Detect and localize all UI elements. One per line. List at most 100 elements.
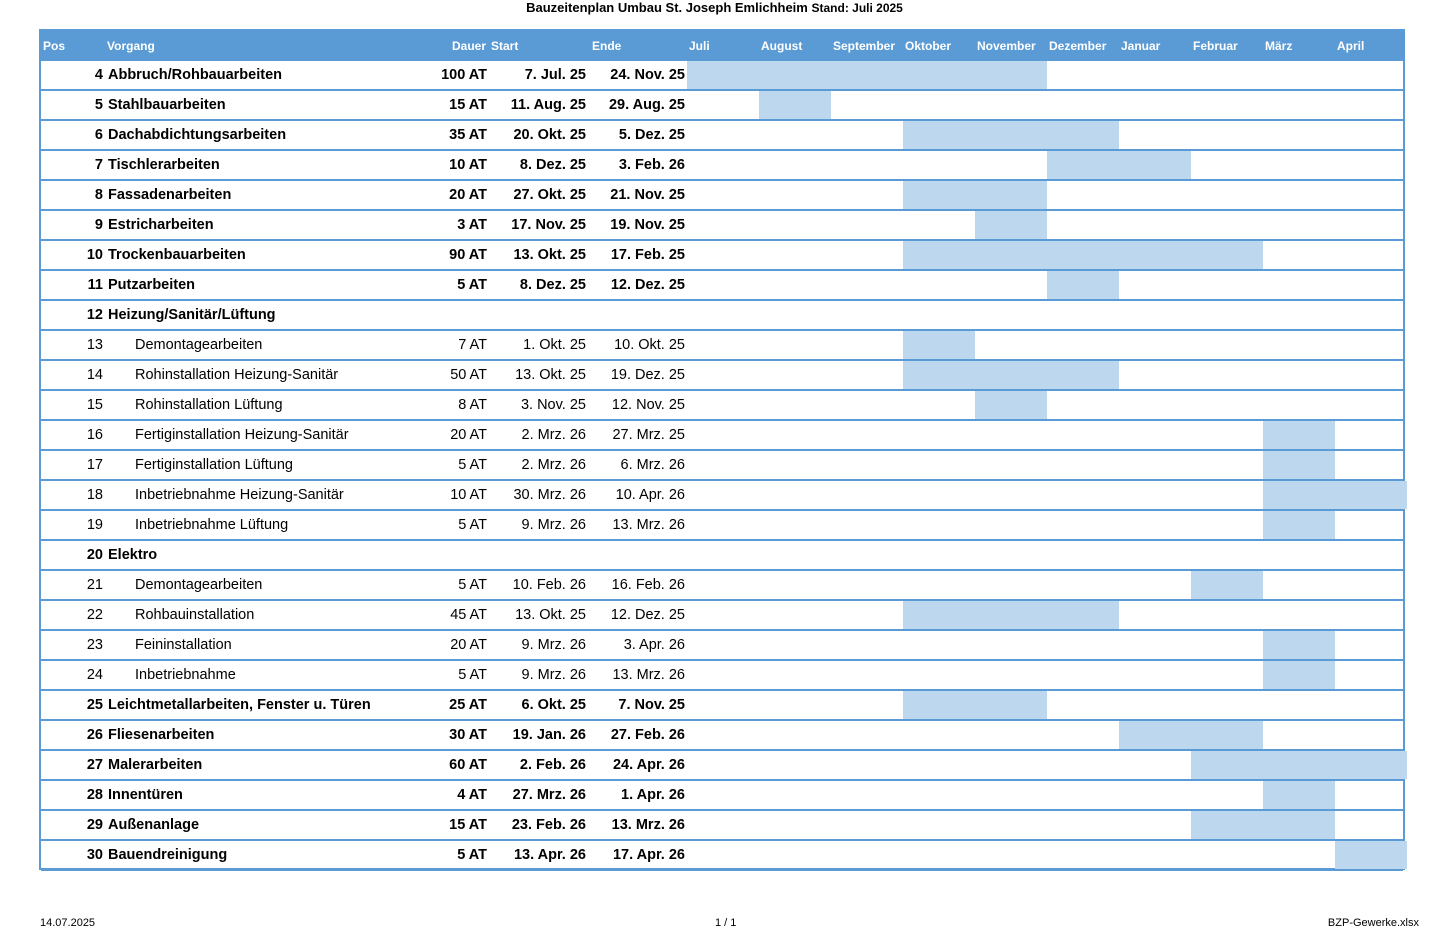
task-name: Inbetriebnahme Lüftung — [135, 517, 289, 533]
task-start: 1. Okt. 25 — [523, 337, 586, 353]
task-pos: 16 — [86, 427, 103, 443]
task-pos: 30 — [86, 847, 103, 863]
gantt-bar — [975, 391, 1047, 419]
footer-date: 14.07.2025 — [40, 917, 96, 929]
task-ende: 24. Apr. 26 — [612, 757, 685, 773]
table-row: 8 Fassadenarbeiten 20 AT 27. Okt. 25 21. Nov… — [41, 181, 1403, 211]
task-name: Stahlbauarbeiten — [108, 97, 226, 113]
task-name: Demontagearbeiten — [135, 577, 263, 593]
task-dauer: 35 AT — [449, 127, 487, 143]
gantt-bar — [1263, 631, 1335, 659]
task-pos: 28 — [86, 787, 103, 803]
footer-file: BZP-Gewerke.xlsx — [1327, 917, 1419, 929]
gantt-bar — [1263, 781, 1335, 809]
table-row: 13 Demontagearbeiten 7 AT 1. Okt. 25 10. Okt… — [41, 331, 1403, 361]
task-pos: 29 — [86, 817, 103, 833]
table-row: 6 Dachabdichtungsarbeiten 35 AT 20. Okt. 25… — [41, 121, 1403, 151]
task-pos: 21 — [86, 577, 103, 593]
gantt-bar — [1047, 151, 1191, 179]
task-ende: 5. Dez. 25 — [618, 127, 685, 143]
gantt-bar — [1191, 751, 1407, 779]
table-row: 12 Heizung/Sanitär/Lüftung — [41, 301, 1403, 331]
month-header-3: Oktober — [905, 39, 952, 53]
table-row: 18 Inbetriebnahme Heizung-Sanitär 10 AT 30.… — [41, 481, 1407, 511]
task-ende: 12. Nov. 25 — [611, 397, 685, 413]
task-dauer: 15 AT — [449, 817, 487, 833]
task-ende: 19. Dez. 25 — [610, 367, 685, 383]
table-row: 10 Trockenbauarbeiten 90 AT 13. Okt. 25 17. … — [41, 241, 1403, 271]
task-dauer: 25 AT — [449, 697, 487, 713]
task-name: Inbetriebnahme Heizung-Sanitär — [135, 487, 344, 503]
task-name: Malerarbeiten — [108, 757, 203, 773]
header-ende: Ende — [592, 39, 622, 53]
task-dauer: 100 AT — [441, 67, 487, 83]
task-start: 10. Feb. 26 — [512, 577, 586, 593]
table-row: 27 Malerarbeiten 60 AT 2. Feb. 26 24. Apr. 2… — [41, 751, 1407, 781]
gantt-bar — [903, 691, 1047, 719]
task-name: Außenanlage — [108, 817, 200, 833]
task-ende: 3. Apr. 26 — [623, 637, 685, 653]
title-text: Bauzeitenplan Umbau St. Joseph Emlichhei… — [526, 0, 808, 15]
task-dauer: 30 AT — [449, 727, 487, 743]
table-row: 23 Feininstallation 20 AT 9. Mrz. 26 3. Apr.… — [41, 631, 1403, 661]
gantt-bar — [903, 601, 1119, 629]
gantt-bar — [1263, 661, 1335, 689]
task-ende: 3. Feb. 26 — [618, 157, 685, 173]
gantt-bar — [903, 181, 1047, 209]
task-ende: 21. Nov. 25 — [610, 187, 685, 203]
task-start: 19. Jan. 26 — [512, 727, 586, 743]
header-start: Start — [491, 39, 519, 53]
month-header-0: Juli — [689, 39, 710, 53]
task-ende: 10. Apr. 26 — [615, 487, 685, 503]
task-ende: 13. Mrz. 26 — [611, 817, 685, 833]
task-name: Inbetriebnahme — [135, 667, 236, 683]
task-name: Putzarbeiten — [108, 277, 196, 293]
table-row: 14 Rohinstallation Heizung-Sanitär 50 AT 13… — [41, 361, 1403, 391]
task-name: Feininstallation — [135, 637, 232, 653]
gantt-table: Pos Vorgang Dauer Start Ende Juli August S… — [39, 29, 1407, 871]
task-dauer: 7 AT — [458, 337, 487, 353]
task-dauer: 10 AT — [449, 157, 487, 173]
month-header-6: Januar — [1121, 39, 1161, 53]
gantt-bar — [759, 91, 831, 119]
task-name: Innentüren — [108, 787, 183, 803]
month-header-7: Februar — [1193, 39, 1238, 53]
task-ende: 17. Apr. 26 — [612, 847, 685, 863]
table-row: 16 Fertiginstallation Heizung-Sanitär 20 A… — [41, 421, 1403, 451]
table-row: 21 Demontagearbeiten 5 AT 10. Feb. 26 16. Fe… — [41, 571, 1403, 601]
task-pos: 7 — [94, 157, 103, 173]
task-start: 20. Okt. 25 — [513, 127, 586, 143]
table-row: 15 Rohinstallation Lüftung 8 AT 3. Nov. 25 1… — [41, 391, 1403, 421]
table-row: 11 Putzarbeiten 5 AT 8. Dez. 25 12. Dez. 25 — [41, 271, 1403, 301]
task-start: 6. Okt. 25 — [521, 697, 586, 713]
task-name: Rohinstallation Heizung-Sanitär — [135, 367, 339, 383]
task-ende: 24. Nov. 25 — [610, 67, 685, 83]
header-pos: Pos — [43, 39, 66, 53]
task-dauer: 3 AT — [457, 217, 487, 233]
table-row: 25 Leichtmetallarbeiten, Fenster u. Türen… — [41, 691, 1403, 721]
task-name: Rohinstallation Lüftung — [135, 397, 283, 413]
task-pos: 9 — [94, 217, 103, 233]
gantt-bar — [903, 121, 1119, 149]
task-ende: 16. Feb. 26 — [611, 577, 685, 593]
footer-page: 1 / 1 — [715, 917, 737, 929]
task-pos: 26 — [86, 727, 103, 743]
gantt-bar — [1119, 721, 1263, 749]
task-name: Dachabdichtungsarbeiten — [108, 127, 287, 143]
task-dauer: 5 AT — [457, 847, 487, 863]
gantt-bar — [1263, 421, 1335, 449]
task-dauer: 60 AT — [449, 757, 487, 773]
task-ende: 27. Feb. 26 — [610, 727, 685, 743]
gantt-bar — [903, 361, 1119, 389]
task-start: 8. Dez. 25 — [519, 157, 586, 173]
gantt-bar — [1047, 271, 1119, 299]
gantt-bar — [1263, 511, 1335, 539]
task-start: 7. Jul. 25 — [524, 67, 586, 83]
task-pos: 4 — [94, 67, 103, 83]
task-name: Elektro — [108, 547, 158, 563]
task-start: 9. Mrz. 26 — [521, 517, 586, 533]
task-dauer: 20 AT — [450, 637, 487, 653]
table-row: 22 Rohbauinstallation 45 AT 13. Okt. 25 12. … — [41, 601, 1403, 631]
task-pos: 20 — [86, 547, 103, 563]
task-ende: 13. Mrz. 26 — [612, 517, 685, 533]
